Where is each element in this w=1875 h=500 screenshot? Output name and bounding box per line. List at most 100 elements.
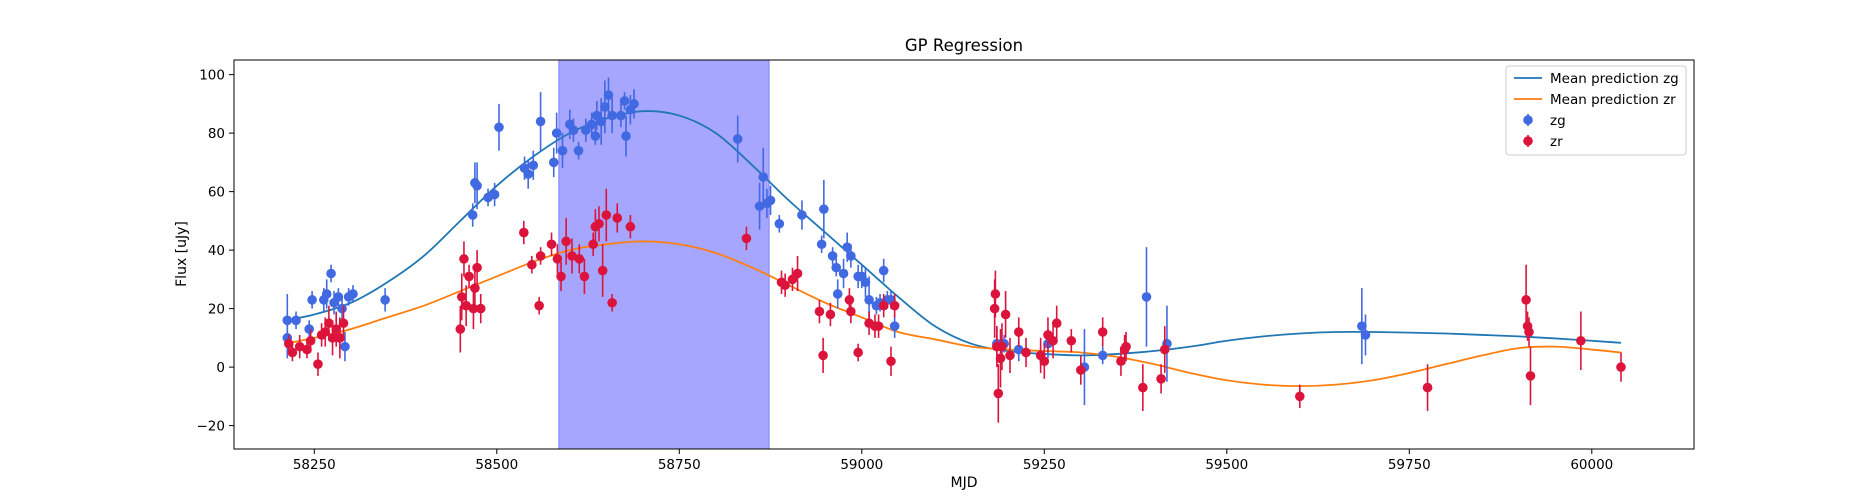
legend-label: zr	[1550, 134, 1563, 150]
zg-data-point	[754, 201, 765, 212]
zr-data-point	[741, 233, 752, 244]
zr-data-point	[1576, 335, 1586, 346]
zg-data-point	[523, 169, 533, 179]
x-tick-label: 59750	[1388, 457, 1431, 473]
zr-data-point	[825, 309, 836, 320]
zr-data-point	[527, 259, 537, 270]
zg-data-point	[842, 242, 852, 252]
zr-data-point	[1521, 295, 1531, 305]
zr-data-point	[1039, 356, 1050, 367]
x-tick-label: 59250	[1023, 457, 1066, 473]
zr-data-point	[1156, 374, 1166, 384]
zg-data-point	[816, 239, 827, 250]
zr-data-point	[997, 341, 1007, 352]
zr-data-point	[456, 292, 467, 302]
zr-data-point	[327, 333, 338, 343]
series-line-mean-prediction-zr	[284, 240, 1622, 388]
zr-data-point	[459, 254, 469, 264]
zr-data-point	[588, 239, 598, 250]
zr-data-point	[519, 227, 529, 238]
zg-data-point	[348, 289, 358, 299]
zg-data-point	[831, 262, 842, 273]
zg-data-point	[1013, 344, 1024, 355]
zg-data-point	[291, 315, 301, 326]
zg-data-point	[489, 189, 500, 200]
y-tick-label: 0	[216, 360, 225, 376]
zg-data-point	[603, 90, 614, 100]
zg-data-point	[860, 277, 871, 288]
zr-data-point	[567, 251, 577, 261]
zr-data-point	[294, 341, 305, 352]
zg-data-point	[326, 268, 336, 279]
zg-data-point	[304, 324, 314, 334]
zr-data-point	[283, 338, 294, 349]
zr-data-point	[1013, 327, 1024, 337]
zr-data-point	[780, 280, 790, 291]
zr-data-point	[607, 297, 617, 308]
zr-data-point	[1138, 382, 1148, 393]
zg-data-point	[380, 295, 390, 305]
zr-data-point	[597, 265, 608, 276]
zg-data-point	[548, 157, 559, 168]
zg-data-point	[581, 125, 591, 135]
x-tick-label: 58500	[475, 457, 518, 473]
zg-data-point	[765, 195, 776, 206]
zr-data-point	[1066, 335, 1077, 346]
zr-data-point	[1116, 356, 1126, 367]
zr-data-point	[461, 300, 471, 311]
zr-data-point	[305, 335, 316, 346]
y-tick-label: −20	[197, 419, 226, 435]
zr-data-point	[995, 353, 1006, 364]
zg-data-point	[1360, 330, 1371, 340]
zg-data-point	[838, 268, 849, 279]
zr-data-point	[990, 289, 1001, 299]
legend-label: Mean prediction zr	[1550, 92, 1676, 108]
zr-data-point	[873, 321, 884, 331]
zr-data-point	[287, 347, 298, 358]
zr-data-point	[464, 271, 474, 282]
zr-data-point	[601, 210, 612, 220]
zr-data-point	[338, 318, 349, 329]
zg-data-point	[321, 289, 332, 299]
zr-data-point	[846, 306, 856, 317]
zg-data-point	[1357, 321, 1367, 331]
legend-label: Mean prediction zg	[1550, 71, 1679, 87]
zr-data-point	[1295, 391, 1305, 402]
zr-data-point	[878, 300, 889, 311]
zr-data-point	[534, 300, 544, 311]
y-tick-label: 40	[208, 243, 225, 259]
zr-data-point	[470, 283, 480, 293]
axis-ticks: 58250 58500 58750 59000 59250 59500 59750 60000…	[197, 68, 1614, 473]
series-zr-points	[283, 188, 1626, 423]
zr-data-point	[1021, 347, 1031, 358]
legend-box	[1505, 65, 1687, 156]
zg-data-point	[472, 180, 482, 191]
zg-data-point	[607, 110, 617, 121]
y-tick-label: 60	[208, 185, 225, 201]
zr-data-point	[561, 236, 571, 247]
zg-data-point	[494, 122, 504, 133]
zg-data-point	[557, 145, 568, 156]
y-axis-label: Flux [uJy]	[174, 221, 190, 287]
legend-swatch-marker	[1523, 136, 1533, 146]
zr-data-point	[1616, 362, 1626, 372]
zg-data-point	[889, 321, 900, 331]
zr-data-point	[320, 327, 331, 337]
zr-data-point	[1159, 344, 1170, 355]
zr-data-point	[1076, 365, 1086, 375]
legend-label: zg	[1550, 113, 1566, 129]
zr-data-point	[853, 347, 863, 358]
zr-data-point	[472, 262, 482, 273]
zg-data-point	[819, 204, 829, 214]
zr-data-point	[331, 324, 342, 334]
zg-data-point	[878, 265, 889, 276]
zr-data-point	[313, 359, 323, 369]
zr-data-point	[792, 268, 803, 279]
zr-data-point	[552, 254, 563, 264]
x-tick-label: 59500	[1205, 457, 1248, 473]
zr-data-point	[546, 239, 557, 250]
zr-data-point	[302, 344, 312, 355]
legend-swatch-marker	[1523, 115, 1533, 125]
zg-data-point	[1097, 350, 1108, 361]
